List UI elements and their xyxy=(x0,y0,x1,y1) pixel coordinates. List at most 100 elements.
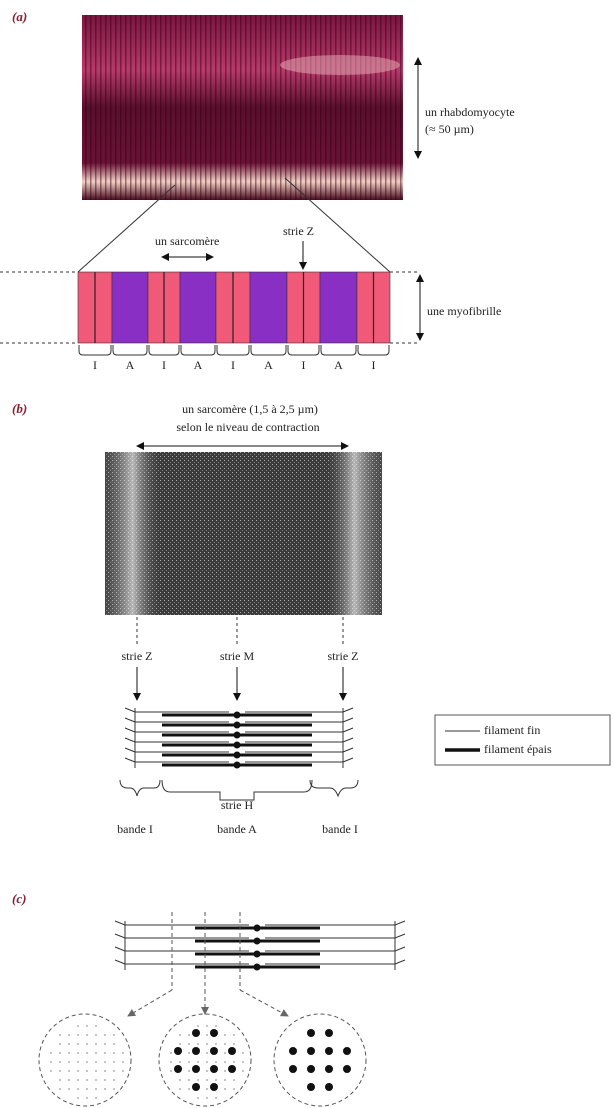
thin-dot xyxy=(86,1025,88,1027)
thin-dot xyxy=(68,1088,70,1090)
thin-dot xyxy=(242,1061,244,1063)
band-bracket xyxy=(148,345,180,356)
band-letter: I xyxy=(162,358,166,372)
thin-dot xyxy=(59,1079,61,1081)
panel-label: (c) xyxy=(12,891,26,906)
thin-filament xyxy=(124,707,229,713)
thin-dot xyxy=(59,1034,61,1036)
thin-dot xyxy=(77,1052,79,1054)
band-letter: A xyxy=(194,358,203,372)
thin-dot xyxy=(188,1043,190,1045)
thick-dot xyxy=(210,1047,218,1055)
thin-dot xyxy=(179,1034,181,1036)
thick-dot xyxy=(307,1029,315,1037)
thin-filament xyxy=(114,933,249,939)
em-photo xyxy=(105,452,382,615)
thin-dot xyxy=(104,1043,106,1045)
thick-dot xyxy=(343,1047,351,1055)
thin-dot xyxy=(188,1034,190,1036)
thick-dot xyxy=(289,1065,297,1073)
thin-filament xyxy=(245,717,354,723)
thick-dot xyxy=(228,1065,236,1073)
thin-dot xyxy=(104,1034,106,1036)
thin-dot xyxy=(68,1043,70,1045)
thin-dot xyxy=(95,1088,97,1090)
thin-dot xyxy=(215,1079,217,1081)
m-dot xyxy=(233,751,241,759)
band-bracket xyxy=(320,345,357,356)
thin-dot xyxy=(206,1034,208,1036)
thin-dot xyxy=(95,1070,97,1072)
thin-dot xyxy=(86,1079,88,1081)
zoom-line xyxy=(284,177,391,273)
thin-dot xyxy=(68,1070,70,1072)
thin-dot xyxy=(179,1079,181,1081)
thin-dot xyxy=(86,1097,88,1099)
band-bracket xyxy=(216,345,250,356)
thin-dot xyxy=(50,1070,52,1072)
m-dot xyxy=(253,937,261,945)
filament-diagram xyxy=(124,707,354,769)
thin-dot xyxy=(95,1043,97,1045)
myofibril-label: une myofibrille xyxy=(427,304,501,318)
thin-dot xyxy=(50,1061,52,1063)
band-letter: I xyxy=(372,358,376,372)
thin-filament xyxy=(245,727,354,733)
thin-dot xyxy=(86,1043,88,1045)
m-dot xyxy=(253,950,261,958)
thin-dot xyxy=(233,1088,235,1090)
band-label: bande A xyxy=(217,822,257,836)
m-dot xyxy=(233,711,241,719)
thin-filament xyxy=(245,737,354,743)
thin-dot xyxy=(224,1043,226,1045)
thin-dot xyxy=(68,1034,70,1036)
thin-filament xyxy=(114,946,249,952)
thin-dot xyxy=(242,1070,244,1072)
band-braces xyxy=(119,779,359,801)
thin-dot xyxy=(59,1061,61,1063)
thick-dot xyxy=(325,1083,333,1091)
thin-dot xyxy=(113,1079,115,1081)
band-letter: I xyxy=(302,358,306,372)
legend: filament fin filament épais xyxy=(434,714,611,766)
thick-dot xyxy=(174,1065,182,1073)
thin-dot xyxy=(86,1034,88,1036)
thin-dot xyxy=(95,1097,97,1099)
band-label: bande I xyxy=(322,822,358,836)
filament-diagram xyxy=(114,920,406,971)
thin-dot xyxy=(77,1034,79,1036)
thin-dot xyxy=(224,1088,226,1090)
thick-dot xyxy=(210,1083,218,1091)
thin-dot xyxy=(86,1088,88,1090)
thin-dot xyxy=(86,1070,88,1072)
thin-dot xyxy=(59,1052,61,1054)
thin-filament xyxy=(114,920,249,926)
thin-filament xyxy=(124,717,229,723)
sarcomere-size: un sarcomère (1,5 à 2,5 µm) xyxy=(182,402,318,416)
thin-dot xyxy=(224,1079,226,1081)
thick-dot xyxy=(307,1083,315,1091)
thick-dot xyxy=(192,1065,200,1073)
band-bracket xyxy=(78,345,112,356)
thick-dot xyxy=(325,1047,333,1055)
thick-dot xyxy=(307,1065,315,1073)
thin-dot xyxy=(179,1088,181,1090)
panel-label: (b) xyxy=(12,401,27,416)
thick-dot xyxy=(343,1065,351,1073)
thin-filament xyxy=(265,959,406,965)
thin-dot xyxy=(233,1061,235,1063)
guide-lines xyxy=(136,617,344,645)
thin-dot xyxy=(224,1070,226,1072)
band xyxy=(111,271,149,344)
legend-label: filament fin xyxy=(484,723,540,737)
z-line-label: strie Z xyxy=(122,649,153,663)
thin-dot xyxy=(77,1061,79,1063)
thin-filament xyxy=(124,747,229,753)
thin-dot xyxy=(197,1043,199,1045)
thin-dot xyxy=(206,1043,208,1045)
thin-dot xyxy=(215,1025,217,1027)
band xyxy=(179,271,217,344)
thin-dot xyxy=(95,1034,97,1036)
